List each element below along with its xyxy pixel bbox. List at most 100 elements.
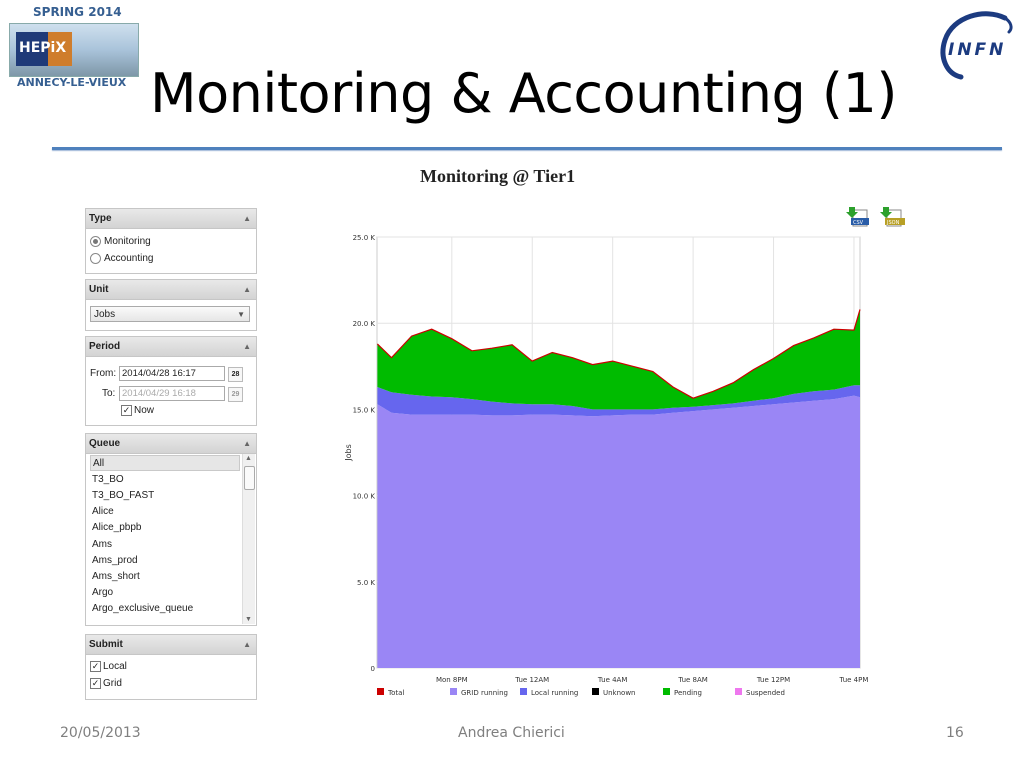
queue-scrollbar[interactable]: ▲ ▼: [242, 454, 255, 624]
local-checkbox[interactable]: ✓ Local: [90, 661, 127, 672]
legend-swatch: [377, 688, 384, 695]
queue-item[interactable]: Alice: [92, 506, 114, 517]
hepix-logo: SPRING 2014 HEPiX ANNECY-LE-VIEUX: [5, 5, 139, 95]
series-area-pending: [377, 309, 860, 410]
queue-item[interactable]: Argo_exclusive_queue: [92, 603, 194, 614]
legend-label: Local running: [531, 689, 578, 697]
chart-areas: [376, 309, 861, 668]
queue-item[interactable]: T3_BO_FAST: [92, 490, 155, 501]
scroll-up-icon[interactable]: ▲: [245, 455, 252, 462]
series-area-local-running: [377, 385, 860, 417]
queue-item[interactable]: Ams: [92, 539, 112, 550]
infn-logo: INFN: [935, 10, 1020, 80]
from-date-input[interactable]: 2014/04/28 16:17: [119, 366, 225, 381]
queue-item[interactable]: T3_BO: [92, 474, 124, 485]
period-panel-title: Period: [89, 341, 121, 352]
queue-item[interactable]: Argo: [92, 587, 114, 598]
legend-label: GRID running: [461, 689, 508, 697]
radio-accounting[interactable]: Accounting: [90, 253, 153, 264]
from-calendar-icon[interactable]: 28: [228, 367, 243, 382]
series-line-total: [376, 309, 861, 399]
json-download-icon: JSON: [880, 207, 905, 227]
scroll-thumb[interactable]: [244, 466, 255, 490]
legend-swatch: [450, 688, 457, 695]
collapse-icon[interactable]: ▲: [243, 640, 251, 649]
submit-panel: Submit ▲ ✓ Local ✓ Grid: [85, 634, 257, 700]
checkmark-icon[interactable]: ✓: [90, 678, 101, 689]
scroll-down-icon[interactable]: ▼: [245, 616, 252, 623]
legend-label: Pending: [674, 689, 702, 697]
csv-export-button[interactable]: CSV: [845, 206, 871, 228]
y-tick-label: 10.0 K: [353, 493, 376, 501]
queue-item-all[interactable]: All: [90, 455, 240, 471]
collapse-icon[interactable]: ▲: [243, 342, 251, 351]
json-export-button[interactable]: JSON: [879, 206, 905, 228]
checkmark-icon[interactable]: ✓: [90, 661, 101, 672]
footer-date: 20/05/2013: [60, 725, 141, 741]
legend-item: Pending: [663, 688, 702, 697]
logo-top-text: SPRING 2014: [33, 5, 122, 19]
queue-panel-header[interactable]: Queue ▲: [86, 434, 256, 454]
y-tick-label: 5.0 K: [357, 579, 375, 587]
legend-item: Total: [377, 688, 404, 697]
logo-hep-box: HEPiX: [16, 32, 72, 66]
queue-panel-title: Queue: [89, 438, 121, 449]
logo-hepix-text: HEPiX: [19, 40, 67, 56]
type-panel: Type ▲ Monitoring Accounting: [85, 208, 257, 274]
chevron-down-icon: ▼: [237, 310, 245, 319]
collapse-icon[interactable]: ▲: [243, 439, 251, 448]
unit-select[interactable]: Jobs ▼: [90, 306, 250, 322]
y-tick-label: 25.0 K: [353, 234, 376, 242]
to-date-value: 2014/04/29 16:18: [122, 388, 196, 399]
y-tick-label: 0: [371, 665, 375, 673]
submit-panel-title: Submit: [89, 639, 123, 650]
radio-button[interactable]: [90, 253, 101, 264]
now-checkbox[interactable]: ✓ Now: [121, 405, 154, 416]
queue-panel: Queue ▲ All T3_BO T3_BO_FAST Alice Alice…: [85, 433, 257, 626]
logo-bottom-text: ANNECY-LE-VIEUX: [17, 76, 127, 89]
json-label: JSON: [886, 220, 900, 226]
legend-item: Local running: [520, 688, 578, 697]
legend-swatch: [735, 688, 742, 695]
series-area-grid-running: [377, 395, 860, 668]
unit-select-value: Jobs: [94, 309, 116, 320]
legend-swatch: [520, 688, 527, 695]
queue-item[interactable]: Alice_pbpb: [92, 522, 142, 533]
legend-item: Unknown: [592, 688, 636, 697]
page-heading: Monitoring @ Tier1: [420, 166, 576, 186]
to-label: To:: [102, 388, 116, 399]
now-label: Now: [134, 405, 155, 417]
legend-item: GRID running: [450, 688, 508, 697]
collapse-icon[interactable]: ▲: [243, 214, 251, 223]
csv-download-icon: CSV: [846, 207, 869, 227]
unit-panel-header[interactable]: Unit ▲: [86, 280, 256, 300]
x-tick-label: Tue 4PM: [839, 676, 869, 684]
collapse-icon[interactable]: ▲: [243, 285, 251, 294]
infn-arc-icon: [940, 11, 1013, 80]
submit-panel-header[interactable]: Submit ▲: [86, 635, 256, 655]
to-calendar-icon[interactable]: 29: [228, 387, 243, 402]
queue-item[interactable]: Ams_prod: [92, 555, 138, 566]
logo-picture: HEPiX: [9, 23, 139, 77]
queue-item[interactable]: Ams_short: [92, 571, 140, 582]
type-panel-header[interactable]: Type ▲: [86, 209, 256, 229]
radio-accounting-label: Accounting: [104, 253, 154, 265]
footer-author: Andrea Chierici: [458, 725, 565, 741]
grid-checkbox[interactable]: ✓ Grid: [90, 678, 122, 689]
local-label: Local: [103, 661, 127, 673]
checkmark-icon[interactable]: ✓: [121, 405, 132, 416]
radio-monitoring-label: Monitoring: [104, 236, 151, 248]
from-label: From:: [90, 368, 117, 379]
to-date-input[interactable]: 2014/04/29 16:18: [119, 386, 225, 401]
radio-monitoring[interactable]: Monitoring: [90, 236, 151, 247]
grid-label: Grid: [103, 678, 122, 690]
legend-label: Total: [387, 689, 404, 697]
from-date-value: 2014/04/28 16:17: [122, 368, 196, 379]
unit-panel-title: Unit: [89, 284, 109, 295]
y-axis-label: Jobs: [344, 444, 353, 462]
legend-swatch: [663, 688, 670, 695]
radio-button-selected[interactable]: [90, 236, 101, 247]
period-panel-header[interactable]: Period ▲: [86, 337, 256, 357]
chart-axes: 0 5.0 K 10.0 K 15.0 K 20.0 K 25.0 K Mon 8PM Tue…: [344, 234, 868, 684]
x-tick-label: Tue 12PM: [756, 676, 790, 684]
